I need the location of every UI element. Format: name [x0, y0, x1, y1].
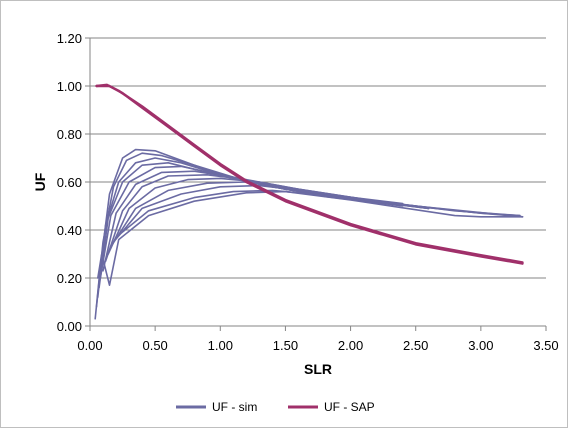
legend-label-uf-sim: UF - sim — [212, 400, 257, 414]
uf-sim-line — [97, 157, 417, 298]
uf-sim-line — [115, 189, 524, 238]
x-tick-label: 3.50 — [533, 338, 558, 353]
uf-sim-line — [104, 174, 430, 262]
y-axis-title: UF — [32, 172, 48, 191]
x-tick-label: 2.00 — [338, 338, 363, 353]
legend-label-uf-sap: UF - SAP — [324, 400, 375, 414]
y-tick-label: 0.40 — [57, 223, 82, 238]
uf-sim-line — [107, 177, 404, 255]
plot-series — [94, 83, 524, 320]
y-tick-label: 0.00 — [57, 319, 82, 334]
x-tick-label: 0.50 — [142, 338, 167, 353]
y-tick-label: 1.00 — [57, 79, 82, 94]
x-tick-labels: 0.00 0.50 1.00 1.50 2.00 2.50 3.00 3.50 — [77, 326, 559, 353]
x-tick-label: 1.00 — [208, 338, 233, 353]
legend: UF - sim UF - SAP — [176, 400, 375, 414]
x-tick-label: 3.00 — [468, 338, 493, 353]
y-tick-label: 0.60 — [57, 175, 82, 190]
y-tick-label: 1.20 — [57, 31, 82, 46]
gridlines — [90, 37, 546, 279]
uf-sap-line — [95, 83, 524, 264]
y-tick-labels: 0.00 0.20 0.40 0.60 0.80 1.00 1.20 — [57, 31, 90, 334]
x-tick-label: 1.50 — [273, 338, 298, 353]
uf-sim-line — [94, 148, 521, 320]
y-tick-label: 0.80 — [57, 127, 82, 142]
uf-sap-line — [95, 84, 524, 265]
y-tick-label: 0.20 — [57, 271, 82, 286]
x-tick-label: 0.00 — [77, 338, 102, 353]
x-axis-title: SLR — [304, 361, 332, 377]
x-tick-label: 2.50 — [403, 338, 428, 353]
uf-sim-line — [97, 190, 524, 286]
